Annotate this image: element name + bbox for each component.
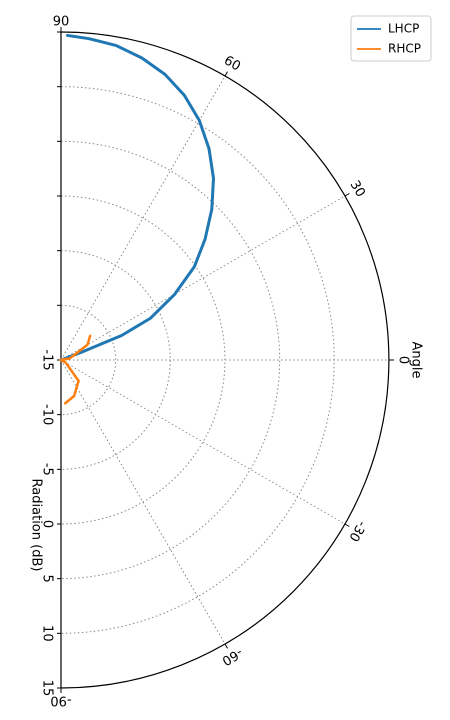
data-point — [68, 357, 71, 360]
data-point — [183, 94, 186, 97]
angular-axis-label: Angle — [409, 342, 424, 379]
data-point — [77, 380, 80, 382]
data-point — [198, 119, 201, 122]
angular-tick — [224, 71, 228, 77]
grid-spoke — [60, 359, 226, 645]
legend-label-rhcp: RHCP — [388, 42, 421, 56]
data-point — [208, 147, 210, 150]
angular-tick-label: 0 — [396, 356, 411, 364]
data-point — [63, 402, 66, 405]
radial-tick-label: 5 — [40, 575, 55, 583]
angular-tick-label: 90 — [53, 15, 70, 30]
radial-tick-label: -15 — [40, 349, 55, 370]
radial-tick-label: 0 — [40, 520, 55, 528]
radial-tick-label: 15 — [40, 680, 55, 697]
data-point — [64, 361, 67, 364]
angular-tick-label: -60 — [219, 644, 245, 668]
series-line-rhcp — [59, 335, 92, 405]
grid-spoke — [60, 75, 226, 361]
radial-tick-label: -5 — [40, 463, 55, 476]
data-point — [210, 208, 213, 211]
data-point — [73, 395, 75, 397]
outer-arc — [60, 31, 390, 689]
data-point — [141, 57, 143, 59]
angular-tick — [224, 643, 228, 649]
angular-tick-label: 30 — [347, 178, 368, 200]
data-point — [89, 334, 92, 337]
angular-tick-label: 60 — [221, 53, 243, 74]
radial-axis-label: Radiation (dB) — [29, 479, 44, 572]
data-point — [164, 73, 166, 76]
data-point — [60, 359, 62, 361]
data-point — [88, 37, 91, 40]
grid-circle — [60, 304, 117, 416]
grid-circle — [60, 140, 281, 580]
legend-label-lhcp: LHCP — [388, 22, 419, 36]
data-point — [115, 44, 118, 47]
radial-tick-label: -10 — [40, 404, 55, 425]
grid-spoke — [60, 195, 346, 361]
labels: -15 -10 -5 0 5 10 15 90 60 30 0 -30 -60 -90 Radiation … — [29, 15, 424, 708]
data-point — [212, 177, 215, 180]
grid-circle — [60, 195, 226, 525]
data-point — [120, 334, 123, 337]
data-point — [149, 317, 152, 320]
angular-tick-label: -90 — [50, 693, 71, 708]
data-point — [193, 265, 196, 268]
series-lhcp — [62, 33, 215, 361]
angular-tick-label: -30 — [345, 518, 369, 544]
data-point — [86, 343, 89, 346]
grid-spoke — [60, 359, 346, 525]
data-point — [173, 293, 176, 296]
radial-tick-label: 10 — [40, 625, 55, 642]
series-layer — [59, 33, 215, 405]
grid — [60, 75, 389, 645]
data-point — [204, 238, 206, 241]
data-point — [65, 34, 68, 37]
angular-tick — [344, 193, 350, 197]
series-rhcp — [59, 334, 92, 405]
legend: LHCP RHCP — [350, 15, 432, 62]
angular-tick — [344, 523, 350, 527]
data-point — [80, 351, 83, 354]
